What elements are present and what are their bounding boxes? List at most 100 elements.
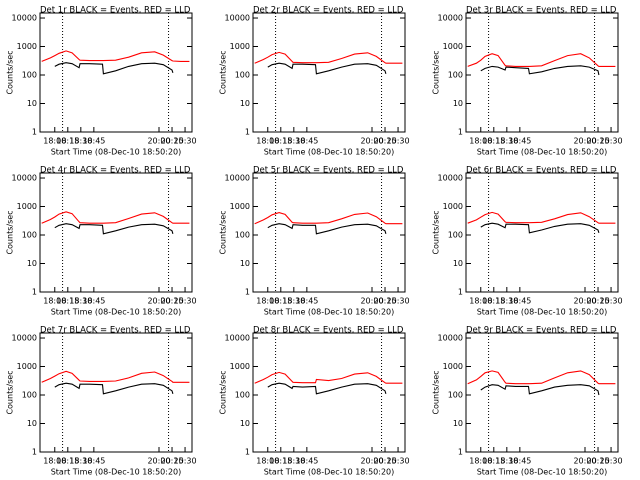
x-tick-label: 20:00 — [360, 457, 383, 466]
x-tick-label: 18:30 — [495, 137, 518, 146]
x-tick-label: 20:30 — [600, 457, 623, 466]
x-tick-label: 20:15 — [160, 457, 183, 466]
x-tick-label: 18:45 — [82, 137, 105, 146]
y-tick-label: 10 — [240, 259, 250, 268]
y-tick-label: 100 — [235, 71, 250, 80]
x-axis-label: Start Time (08-Dec-10 18:50:20) — [477, 148, 608, 157]
x-tick-label: 18:15 — [269, 137, 292, 146]
x-tick-label: 18:00 — [256, 137, 279, 146]
x-tick-label: 18:00 — [43, 297, 66, 306]
series-line — [480, 384, 600, 396]
y-tick-label: 10000 — [225, 174, 250, 183]
y-tick-label: 1 — [458, 128, 463, 137]
x-axis-label: Start Time (08-Dec-10 18:50:20) — [477, 468, 608, 477]
series-line — [480, 65, 600, 76]
y-tick-label: 10000 — [12, 14, 37, 23]
y-tick-label: 1000 — [230, 42, 250, 51]
y-tick-label: 1 — [32, 448, 37, 457]
x-tick-label: 18:15 — [482, 457, 505, 466]
panel: Det 3r BLACK = Events, RED = LLD 1 10 100 10… — [432, 6, 623, 157]
x-axis-label: Start Time (08-Dec-10 18:50:20) — [477, 308, 608, 317]
x-tick-label: 18:45 — [295, 457, 318, 466]
series-line — [480, 222, 600, 234]
panel: Det 1r BLACK = Events, RED = LLD 1 10 100 10… — [6, 6, 197, 157]
plot-frame — [39, 12, 193, 133]
x-tick-label: 20:30 — [387, 297, 410, 306]
x-tick-label: 20:15 — [373, 297, 396, 306]
x-tick-label: 20:00 — [147, 137, 170, 146]
x-tick-label: 18:45 — [295, 137, 318, 146]
x-tick-label: 18:00 — [469, 297, 492, 306]
chart-title: Det 2r BLACK = Events, RED = LLD — [253, 6, 404, 16]
series-line — [254, 371, 403, 384]
x-tick-label: 20:15 — [586, 457, 609, 466]
plot-frame — [252, 172, 406, 293]
series-line — [467, 211, 616, 224]
y-axis-label: Counts/sec — [6, 50, 15, 94]
y-axis-label: Counts/sec — [219, 370, 228, 414]
y-tick-label: 10 — [453, 419, 463, 428]
x-axis-label: Start Time (08-Dec-10 18:50:20) — [264, 468, 395, 477]
y-tick-label: 1 — [32, 288, 37, 297]
y-tick-label: 100 — [448, 71, 463, 80]
x-tick-label: 18:00 — [43, 457, 66, 466]
x-tick-label: 18:15 — [269, 457, 292, 466]
series-line — [41, 50, 190, 62]
x-axis-label: Start Time (08-Dec-10 18:50:20) — [51, 468, 182, 477]
plot-frame — [252, 12, 406, 133]
x-tick-label: 18:00 — [469, 137, 492, 146]
panel: Det 9r BLACK = Events, RED = LLD 1 10 100 10… — [432, 326, 623, 477]
x-tick-label: 20:30 — [600, 297, 623, 306]
x-tick-label: 18:30 — [69, 137, 92, 146]
y-tick-label: 1000 — [443, 42, 463, 51]
plot-frame — [252, 332, 406, 453]
x-tick-label: 18:30 — [282, 297, 305, 306]
y-tick-label: 1000 — [230, 202, 250, 211]
plot-frame — [39, 172, 193, 293]
series-line — [41, 211, 190, 224]
series-line — [54, 62, 174, 75]
plot-frame — [465, 12, 619, 133]
y-tick-label: 1 — [245, 128, 250, 137]
panel: Det 7r BLACK = Events, RED = LLD 1 10 100 10… — [6, 326, 197, 477]
x-tick-label: 18:00 — [256, 297, 279, 306]
x-tick-label: 18:00 — [469, 457, 492, 466]
x-axis-label: Start Time (08-Dec-10 18:50:20) — [51, 148, 182, 157]
y-tick-label: 1 — [245, 448, 250, 457]
x-tick-label: 20:15 — [160, 297, 183, 306]
x-axis-label: Start Time (08-Dec-10 18:50:20) — [264, 148, 395, 157]
y-tick-label: 1000 — [443, 362, 463, 371]
x-tick-label: 18:15 — [56, 457, 79, 466]
y-tick-label: 100 — [235, 231, 250, 240]
x-tick-label: 20:30 — [174, 457, 197, 466]
y-axis-label: Counts/sec — [219, 210, 228, 254]
x-tick-label: 20:15 — [586, 297, 609, 306]
y-tick-label: 10000 — [438, 334, 463, 343]
y-tick-label: 1 — [32, 128, 37, 137]
y-tick-label: 10000 — [12, 174, 37, 183]
x-tick-label: 18:45 — [508, 137, 531, 146]
y-tick-label: 10000 — [12, 334, 37, 343]
y-tick-label: 10000 — [438, 174, 463, 183]
chart-title: Det 4r BLACK = Events, RED = LLD — [40, 166, 191, 176]
x-tick-label: 20:00 — [147, 457, 170, 466]
x-tick-label: 18:45 — [295, 297, 318, 306]
series-line — [267, 382, 387, 395]
x-tick-label: 20:00 — [360, 297, 383, 306]
series-line — [267, 223, 387, 235]
y-tick-label: 10 — [453, 99, 463, 108]
panel: Det 4r BLACK = Events, RED = LLD 1 10 100 10… — [6, 166, 197, 317]
y-tick-label: 1000 — [17, 202, 37, 211]
series-line — [54, 382, 174, 395]
y-tick-label: 10 — [27, 259, 37, 268]
x-tick-label: 20:15 — [586, 137, 609, 146]
y-tick-label: 10 — [27, 99, 37, 108]
x-tick-label: 20:00 — [360, 137, 383, 146]
y-tick-label: 1 — [458, 288, 463, 297]
x-tick-label: 20:15 — [373, 137, 396, 146]
y-tick-label: 100 — [235, 391, 250, 400]
x-tick-label: 18:30 — [282, 457, 305, 466]
x-tick-label: 18:45 — [82, 297, 105, 306]
x-tick-label: 18:00 — [43, 137, 66, 146]
